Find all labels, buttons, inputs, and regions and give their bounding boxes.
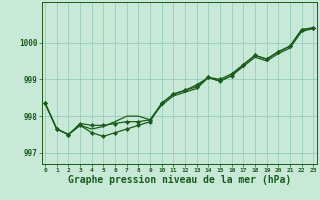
X-axis label: Graphe pression niveau de la mer (hPa): Graphe pression niveau de la mer (hPa) — [68, 175, 291, 185]
